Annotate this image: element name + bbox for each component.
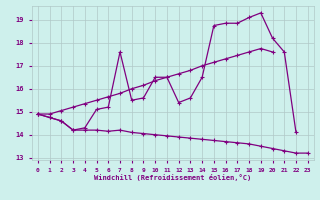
X-axis label: Windchill (Refroidissement éolien,°C): Windchill (Refroidissement éolien,°C) bbox=[94, 174, 252, 181]
